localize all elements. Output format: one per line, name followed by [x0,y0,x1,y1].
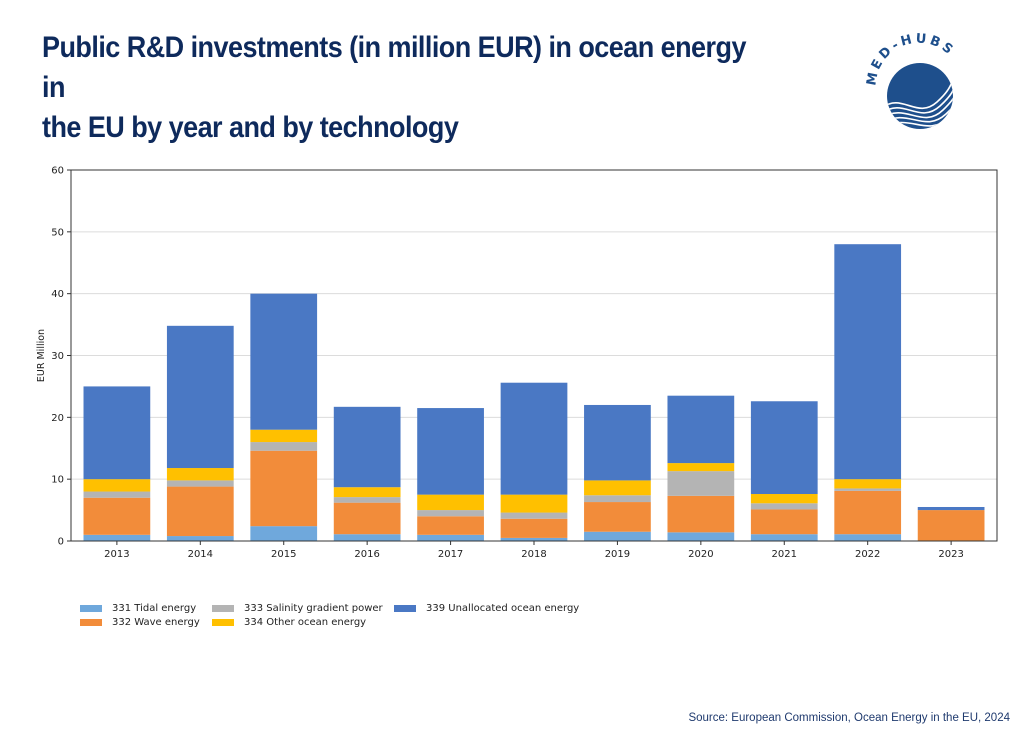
x-tick-label: 2020 [688,549,713,560]
bar-segment-339-2020 [667,395,735,464]
y-axis-ticks: 0 10 20 30 40 50 60 [51,166,71,548]
bar-segment-339-2019 [584,404,651,481]
x-tick-label: 2023 [938,549,963,560]
y-tick-label: 0 [58,537,64,548]
bar-segment-333-2015 [250,442,318,451]
chart-title: Public R&D investments (in million EUR) … [42,28,762,148]
bar-segment-331-2013 [83,534,151,541]
bar-segment-339-2018 [500,382,568,495]
bar-segment-333-2021 [750,503,818,510]
x-tick-label: 2014 [188,549,213,560]
bar-segment-332-2019 [584,502,651,532]
bars [83,244,985,541]
bar-segment-334-2019 [584,480,651,496]
bar-segment-331-2019 [584,531,651,541]
bar-segment-332-2020 [667,495,735,533]
bar-segment-331-2017 [417,534,484,541]
bar-segment-339-2015 [250,293,318,430]
bar-segment-333-2014 [166,480,234,487]
legend-swatch [212,619,234,626]
bar-segment-339-2021 [750,401,818,495]
legend-swatch [212,605,234,612]
y-axis-label: EUR Million [36,329,47,382]
legend-item: 334 Other ocean energy [212,617,366,628]
x-tick-label: 2019 [605,549,630,560]
title-line-1: Public R&D investments (in million EUR) … [42,31,746,104]
legend-item: 339 Unallocated ocean energy [394,603,579,614]
bar-segment-333-2022 [834,488,902,491]
legend-swatch [394,605,416,612]
bar-segment-331-2016 [333,534,401,541]
legend-label: 331 Tidal energy [112,603,197,614]
x-tick-label: 2021 [772,549,797,560]
bar-segment-331-2018 [500,537,568,541]
bar-segment-339-2013 [83,386,151,480]
bar-segment-332-2017 [417,516,484,535]
legend-label: 334 Other ocean energy [244,617,367,628]
bar-segment-334-2017 [417,494,484,511]
bar-segment-333-2017 [417,510,484,517]
legend-label: 333 Salinity gradient power [244,603,383,614]
bar-segment-333-2016 [333,497,401,503]
legend-label: 339 Unallocated ocean energy [426,603,580,614]
bar-segment-332-2023 [917,510,985,541]
bar-segment-333-2020 [667,471,735,496]
bar-segment-333-2018 [500,512,568,519]
bar-segment-339-2023 [917,506,985,511]
x-tick-label: 2022 [855,549,880,560]
bar-segment-331-2020 [667,532,735,541]
y-tick-label: 60 [51,166,64,177]
x-tick-label: 2016 [354,549,379,560]
bar-segment-333-2019 [584,495,651,503]
bar-segment-332-2015 [250,450,318,527]
bar-segment-332-2021 [750,509,818,535]
y-tick-label: 40 [51,289,64,300]
bar-segment-332-2016 [333,502,401,535]
legend-item: 331 Tidal energy [80,603,196,614]
title-line-2: the EU by year and by technology [42,111,459,144]
x-tick-label: 2015 [271,549,296,560]
bar-segment-332-2018 [500,518,568,538]
legend-item: 332 Wave energy [80,617,200,628]
bar-segment-334-2022 [834,479,902,489]
y-tick-label: 30 [51,351,64,362]
bar-segment-339-2022 [834,244,902,480]
legend-swatch [80,619,102,626]
x-axis-ticks: 2013 2014 2015 2016 2017 2018 2019 2020 2021 2022… [104,541,964,560]
bar-segment-334-2013 [83,479,151,492]
bar-segment-334-2021 [750,494,818,504]
bar-segment-331-2022 [834,534,902,541]
x-tick-label: 2017 [438,549,463,560]
y-tick-label: 20 [51,413,64,424]
bar-segment-334-2016 [333,487,401,498]
x-tick-label: 2018 [521,549,546,560]
bar-segment-331-2015 [250,526,318,541]
bar-segment-334-2020 [667,463,735,472]
bar-segment-332-2014 [166,486,234,537]
legend-item: 333 Salinity gradient power [212,603,383,614]
bar-segment-339-2017 [417,408,484,495]
bar-segment-334-2015 [250,429,318,443]
y-tick-label: 10 [51,475,64,486]
bar-segment-334-2018 [500,494,568,513]
bar-segment-333-2013 [83,491,151,498]
bar-segment-331-2014 [166,536,234,541]
bar-segment-332-2022 [834,490,902,535]
bar-segment-331-2021 [750,534,818,541]
source-note: Source: European Commission, Ocean Energ… [688,712,1010,724]
med-hubs-logo: MED-HUBS [864,31,955,129]
bar-segment-339-2016 [333,406,401,488]
legend-label: 332 Wave energy [112,617,200,628]
y-tick-label: 50 [51,227,64,238]
x-tick-label: 2013 [104,549,129,560]
bar-segment-339-2014 [166,325,234,469]
bar-segment-334-2014 [166,468,234,481]
bar-segment-332-2013 [83,497,151,535]
legend-swatch [80,605,102,612]
